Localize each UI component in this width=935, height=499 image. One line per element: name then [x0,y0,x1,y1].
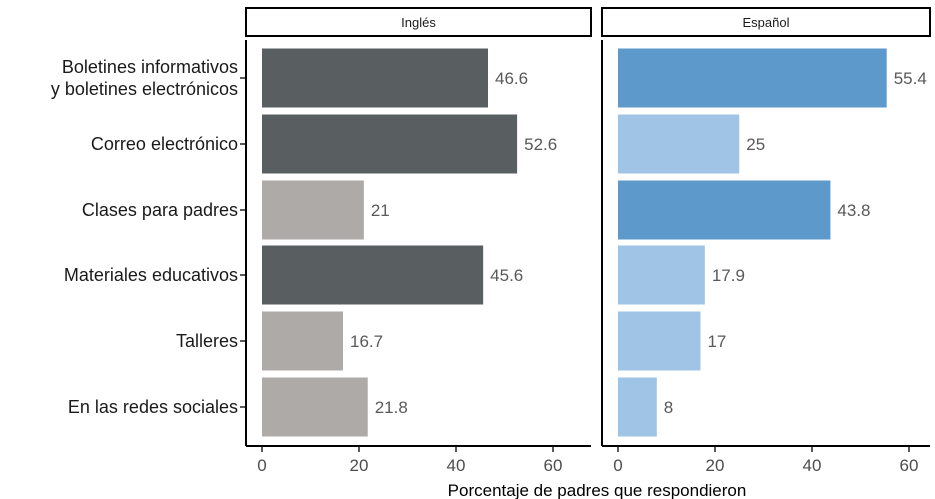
bar [262,311,343,371]
x-tick-label: 20 [350,456,369,475]
bar-value-label: 25 [746,135,765,154]
category-label: Clases para padres [82,200,238,220]
category-label: En las redes sociales [68,397,238,417]
bar-value-label: 45.6 [490,266,523,285]
bar-value-label: 46.6 [495,69,528,88]
bar [618,180,831,240]
bar-value-label: 17 [707,332,726,351]
bar [262,180,364,240]
bar [618,311,701,371]
bar [618,245,705,305]
bar-value-label: 8 [664,398,673,417]
x-tick-label: 0 [613,456,622,475]
bar [618,377,657,437]
bar-value-label: 55.4 [894,69,927,88]
bar-value-label: 21.8 [375,398,408,417]
bar [618,48,887,108]
panel-espanol: Español 55.4 25 43.8 17.9 17 8 0 20 40 60 [601,7,931,475]
x-tick-label: 0 [257,456,266,475]
x-axis-title: Porcentaje de padres que respondieron [448,481,747,499]
category-label: Correo electrónico [91,134,238,154]
category-label: Talleres [176,331,238,351]
panel-strip [601,7,931,37]
panel-ingles: Inglés 46.6 52.6 21 45.6 16.7 21.8 0 20 40 60 [245,7,592,475]
category-label: Boletines informativos [62,57,238,77]
panel-strip-label: Español [743,15,790,30]
bar-value-label: 16.7 [350,332,383,351]
category-label: Materiales educativos [64,265,238,285]
bar [262,48,489,108]
bar-value-label: 21 [371,201,390,220]
bar [618,114,740,174]
bar [262,245,484,305]
x-tick-label: 60 [544,456,563,475]
panel-strip [245,7,592,37]
bar-value-label: 52.6 [524,135,557,154]
x-tick-label: 40 [803,456,822,475]
x-tick-label: 60 [900,456,919,475]
bar-value-label: 43.8 [837,201,870,220]
x-tick-label: 40 [447,456,466,475]
panel-strip-label: Inglés [401,15,436,30]
bar-value-label: 17.9 [712,266,745,285]
bar [262,114,518,174]
category-label: y boletines electrónicos [51,79,238,99]
bar [262,377,368,437]
x-tick-label: 20 [706,456,725,475]
